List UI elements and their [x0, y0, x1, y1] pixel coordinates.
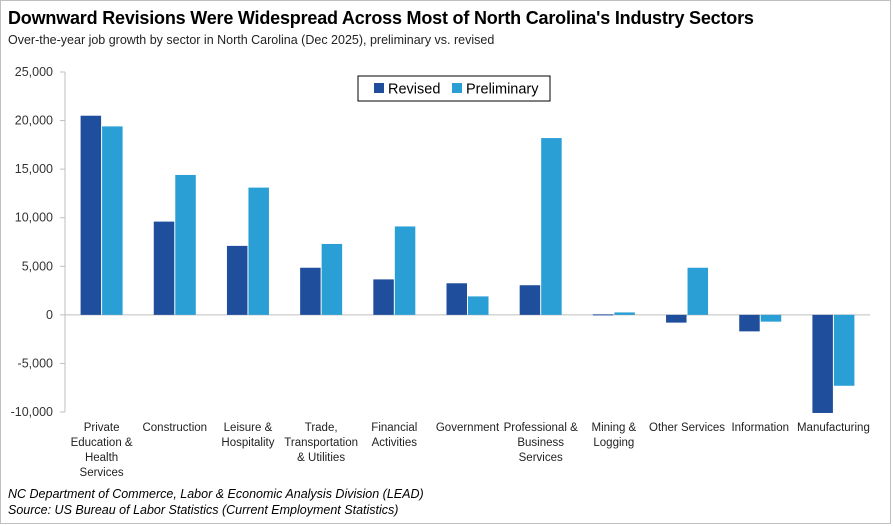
x-category-label: Manufacturing: [797, 422, 870, 434]
bar-preliminary: [175, 174, 196, 315]
x-category-label: Construction: [142, 422, 207, 434]
bar-preliminary: [833, 314, 855, 386]
y-tick-label: 15,000: [15, 162, 53, 176]
x-category-label: Private: [84, 422, 120, 434]
x-category-label: Business: [517, 437, 564, 449]
bar-revised: [153, 221, 175, 315]
x-category-label: Education &: [71, 437, 133, 449]
source-line-1: NC Department of Commerce, Labor & Econo…: [8, 487, 424, 501]
x-category-label: Government: [436, 422, 500, 434]
legend-swatch-preliminary: [452, 83, 462, 93]
y-tick-label: 25,000: [15, 65, 53, 79]
y-tick-label: 20,000: [15, 114, 53, 128]
bar-preliminary: [541, 138, 562, 315]
x-category-label: Transportation: [284, 437, 358, 449]
x-category-label: Hospitality: [221, 437, 274, 449]
legend-swatch-revised: [374, 83, 384, 93]
x-category-label: Activities: [372, 437, 418, 449]
chart-subtitle: Over-the-year job growth by sector in No…: [8, 33, 495, 47]
bar-revised: [80, 115, 102, 315]
x-category-label: Leisure &: [224, 422, 273, 434]
x-category-label: Services: [80, 467, 124, 479]
bar-revised: [739, 314, 760, 332]
y-tick-label: 10,000: [15, 211, 53, 225]
y-tick-label: 0: [46, 308, 53, 322]
y-tick-label: -5,000: [18, 356, 53, 370]
bar-preliminary: [321, 243, 343, 315]
legend-label-preliminary: Preliminary: [466, 82, 539, 98]
bar-preliminary: [248, 187, 269, 315]
x-category-label: Professional &: [504, 422, 578, 434]
bar-revised: [519, 285, 541, 315]
source-line-2: Source: US Bureau of Labor Statistics (C…: [8, 503, 399, 517]
x-category-label: Logging: [593, 437, 634, 449]
x-category-label: Information: [731, 422, 789, 434]
bar-revised: [446, 283, 467, 315]
bar-preliminary: [102, 126, 123, 315]
x-category-label: Other Services: [649, 422, 725, 434]
y-tick-label: 5,000: [22, 259, 53, 273]
x-category-label: Health: [85, 452, 118, 464]
bar-revised: [812, 314, 833, 413]
bar-preliminary: [614, 312, 635, 315]
legend-label-revised: Revised: [388, 82, 440, 98]
bar-preliminary: [394, 226, 416, 315]
x-category-label: Financial: [371, 422, 417, 434]
x-category-label: Trade,: [305, 422, 338, 434]
bar-preliminary: [687, 267, 709, 315]
bar-revised: [226, 245, 248, 315]
bar-revised: [300, 267, 321, 315]
x-category-label: & Utilities: [297, 452, 345, 464]
bar-revised: [592, 314, 614, 316]
chart-title: Downward Revisions Were Widespread Acros…: [8, 8, 754, 28]
bar-revised: [666, 314, 687, 323]
x-category-label: Services: [519, 452, 563, 464]
x-category-label: Mining &: [591, 422, 636, 434]
bar-revised: [373, 279, 394, 315]
bar-preliminary: [760, 314, 782, 322]
y-tick-label: -10,000: [11, 405, 53, 419]
bar-preliminary: [468, 296, 489, 315]
